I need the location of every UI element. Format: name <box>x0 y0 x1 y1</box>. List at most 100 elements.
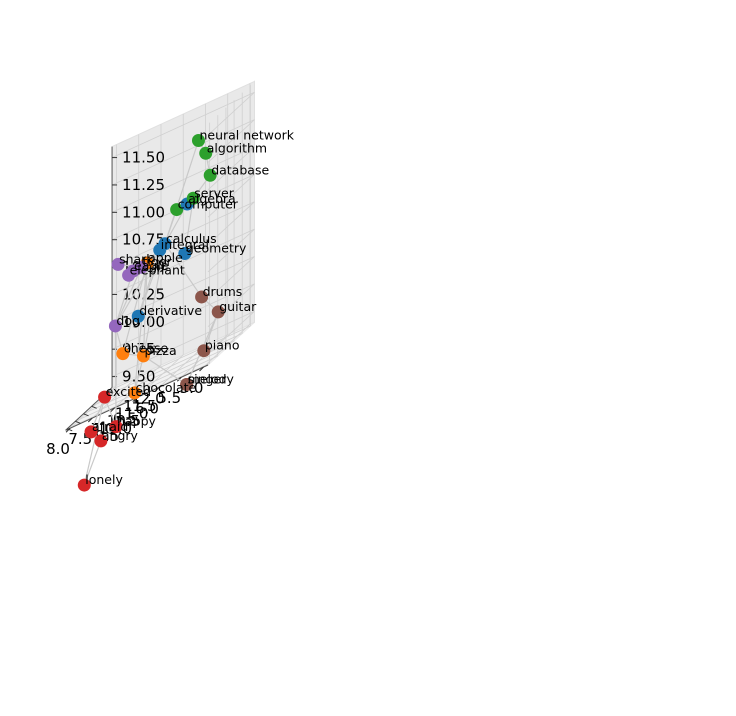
data-point <box>211 305 225 319</box>
point-label: melody <box>188 372 235 387</box>
data-point <box>77 478 91 492</box>
data-point <box>199 146 213 160</box>
data-point <box>128 386 142 400</box>
x-tick-label: 5.5 <box>157 389 181 407</box>
y-tick-mark <box>83 413 89 417</box>
point-label: eagle <box>134 258 169 273</box>
y-tick-label: 11.0 <box>115 404 148 422</box>
data-point <box>122 268 136 282</box>
grid-line <box>111 201 255 268</box>
data-point <box>170 203 184 217</box>
grid-line <box>114 364 162 409</box>
y-tick-mark <box>107 390 114 394</box>
grid-line <box>207 146 255 191</box>
point-label: pizza <box>144 343 176 358</box>
data-point <box>84 425 98 439</box>
grid-line <box>111 283 255 350</box>
grid-line <box>111 146 255 213</box>
data-point <box>195 290 209 304</box>
x-tick-mark <box>110 407 115 413</box>
point-label: shark <box>119 251 154 266</box>
data-point <box>98 390 112 404</box>
edge <box>142 262 148 356</box>
data-point <box>116 347 130 361</box>
edge <box>164 243 203 298</box>
point-label: geometry <box>186 241 247 256</box>
x-tick-mark <box>199 366 204 372</box>
edge <box>164 203 188 245</box>
edge <box>122 262 148 354</box>
x-tick-mark <box>154 387 160 392</box>
point-label: integral <box>161 237 209 252</box>
grid-line <box>111 310 255 377</box>
x-tick-mark <box>65 427 71 433</box>
point-label: afraid <box>92 419 128 434</box>
edge <box>143 355 187 386</box>
x-tick-label: 6.0 <box>135 399 159 417</box>
data-point <box>180 378 194 392</box>
data-points <box>77 134 225 492</box>
data-point <box>131 309 145 323</box>
z-tick-label: 10.75 <box>122 231 165 249</box>
point-label: drums <box>203 284 243 299</box>
data-point <box>197 344 211 358</box>
point-label: piano <box>205 338 240 353</box>
data-point <box>178 247 192 261</box>
z-tick-label: 11.50 <box>122 149 165 167</box>
y-tick-mark <box>75 420 81 424</box>
point-label: singer <box>188 372 228 387</box>
data-point <box>186 191 200 205</box>
point-label: angry <box>102 428 139 443</box>
data-point <box>111 257 125 271</box>
data-point <box>94 434 108 448</box>
edge <box>137 249 161 317</box>
point-label: happy <box>117 414 156 429</box>
z-tick-label: 11.25 <box>122 176 165 194</box>
edge <box>114 266 143 327</box>
y-tick-mark <box>91 405 97 409</box>
point-label: database <box>211 162 269 177</box>
grid-line <box>111 91 255 158</box>
grid-line <box>207 256 255 300</box>
edge <box>83 440 102 486</box>
point-label: dog <box>116 313 140 328</box>
edge <box>133 262 148 393</box>
grid-line <box>111 228 255 295</box>
edge <box>114 325 117 427</box>
point-label: excited <box>106 384 152 399</box>
point-label: elephant <box>130 262 185 277</box>
point-label: guitar <box>219 299 257 314</box>
edge <box>142 243 166 357</box>
grid-line <box>207 174 255 218</box>
z-tick-label: 11.00 <box>122 203 165 221</box>
grid-line <box>207 92 255 136</box>
grid-line <box>207 228 255 273</box>
point-label: chocolate <box>136 380 197 395</box>
grid-line <box>207 311 255 355</box>
point-label: computer <box>178 197 239 212</box>
grid-line <box>207 201 255 245</box>
data-point <box>191 134 205 148</box>
point-label: calculus <box>166 231 217 246</box>
point-label: algebra <box>188 191 236 206</box>
data-point <box>109 420 123 434</box>
point-label: tiger <box>143 254 173 269</box>
point-label: cheese <box>124 341 169 356</box>
point-label: derivative <box>139 303 202 318</box>
data-point <box>153 243 167 257</box>
point-label: algorithm <box>207 140 267 155</box>
grid-line <box>207 119 255 163</box>
y-tick-label: 11.5 <box>123 397 156 415</box>
y-tick-mark <box>67 428 73 432</box>
point-labels: neural networkalgorithmdatabasecomputera… <box>85 128 295 488</box>
data-point <box>203 168 217 182</box>
point-label: server <box>194 185 234 200</box>
grid-line <box>136 354 184 398</box>
x-tick-label: 8.0 <box>46 440 70 458</box>
data-point <box>136 349 150 363</box>
point-label: apple <box>148 250 183 265</box>
grid-line <box>111 119 255 186</box>
x-tick-mark <box>87 417 93 423</box>
point-label: lonely <box>85 472 123 487</box>
